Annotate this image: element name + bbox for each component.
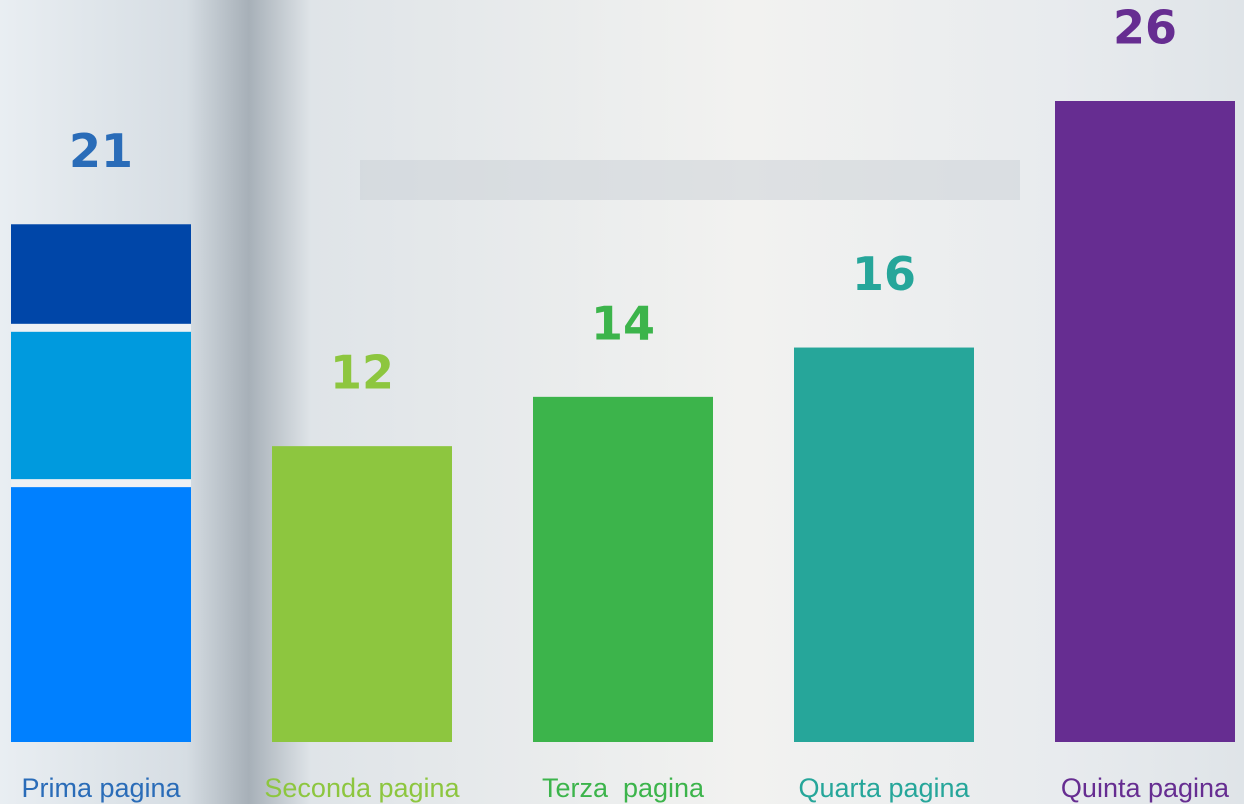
value-label: 21: [69, 124, 133, 178]
window-frame: [360, 160, 1020, 200]
value-label: 14: [591, 296, 655, 350]
x-tick-label: Seconda pagina: [264, 773, 460, 803]
value-label: 12: [330, 346, 394, 400]
x-tick-label: Quinta pagina: [1061, 773, 1230, 803]
bar: [533, 396, 713, 742]
x-tick-label: Prima pagina: [21, 773, 181, 803]
bar: [794, 347, 974, 742]
bar: [272, 446, 452, 742]
bar-separator: [11, 479, 191, 488]
bar: [1055, 101, 1235, 742]
x-tick-label: Quarta pagina: [798, 773, 970, 803]
value-label: 26: [1113, 1, 1177, 55]
value-label: 16: [852, 247, 916, 301]
bar-separator: [11, 323, 191, 332]
x-tick-label: Terza pagina: [542, 773, 705, 803]
